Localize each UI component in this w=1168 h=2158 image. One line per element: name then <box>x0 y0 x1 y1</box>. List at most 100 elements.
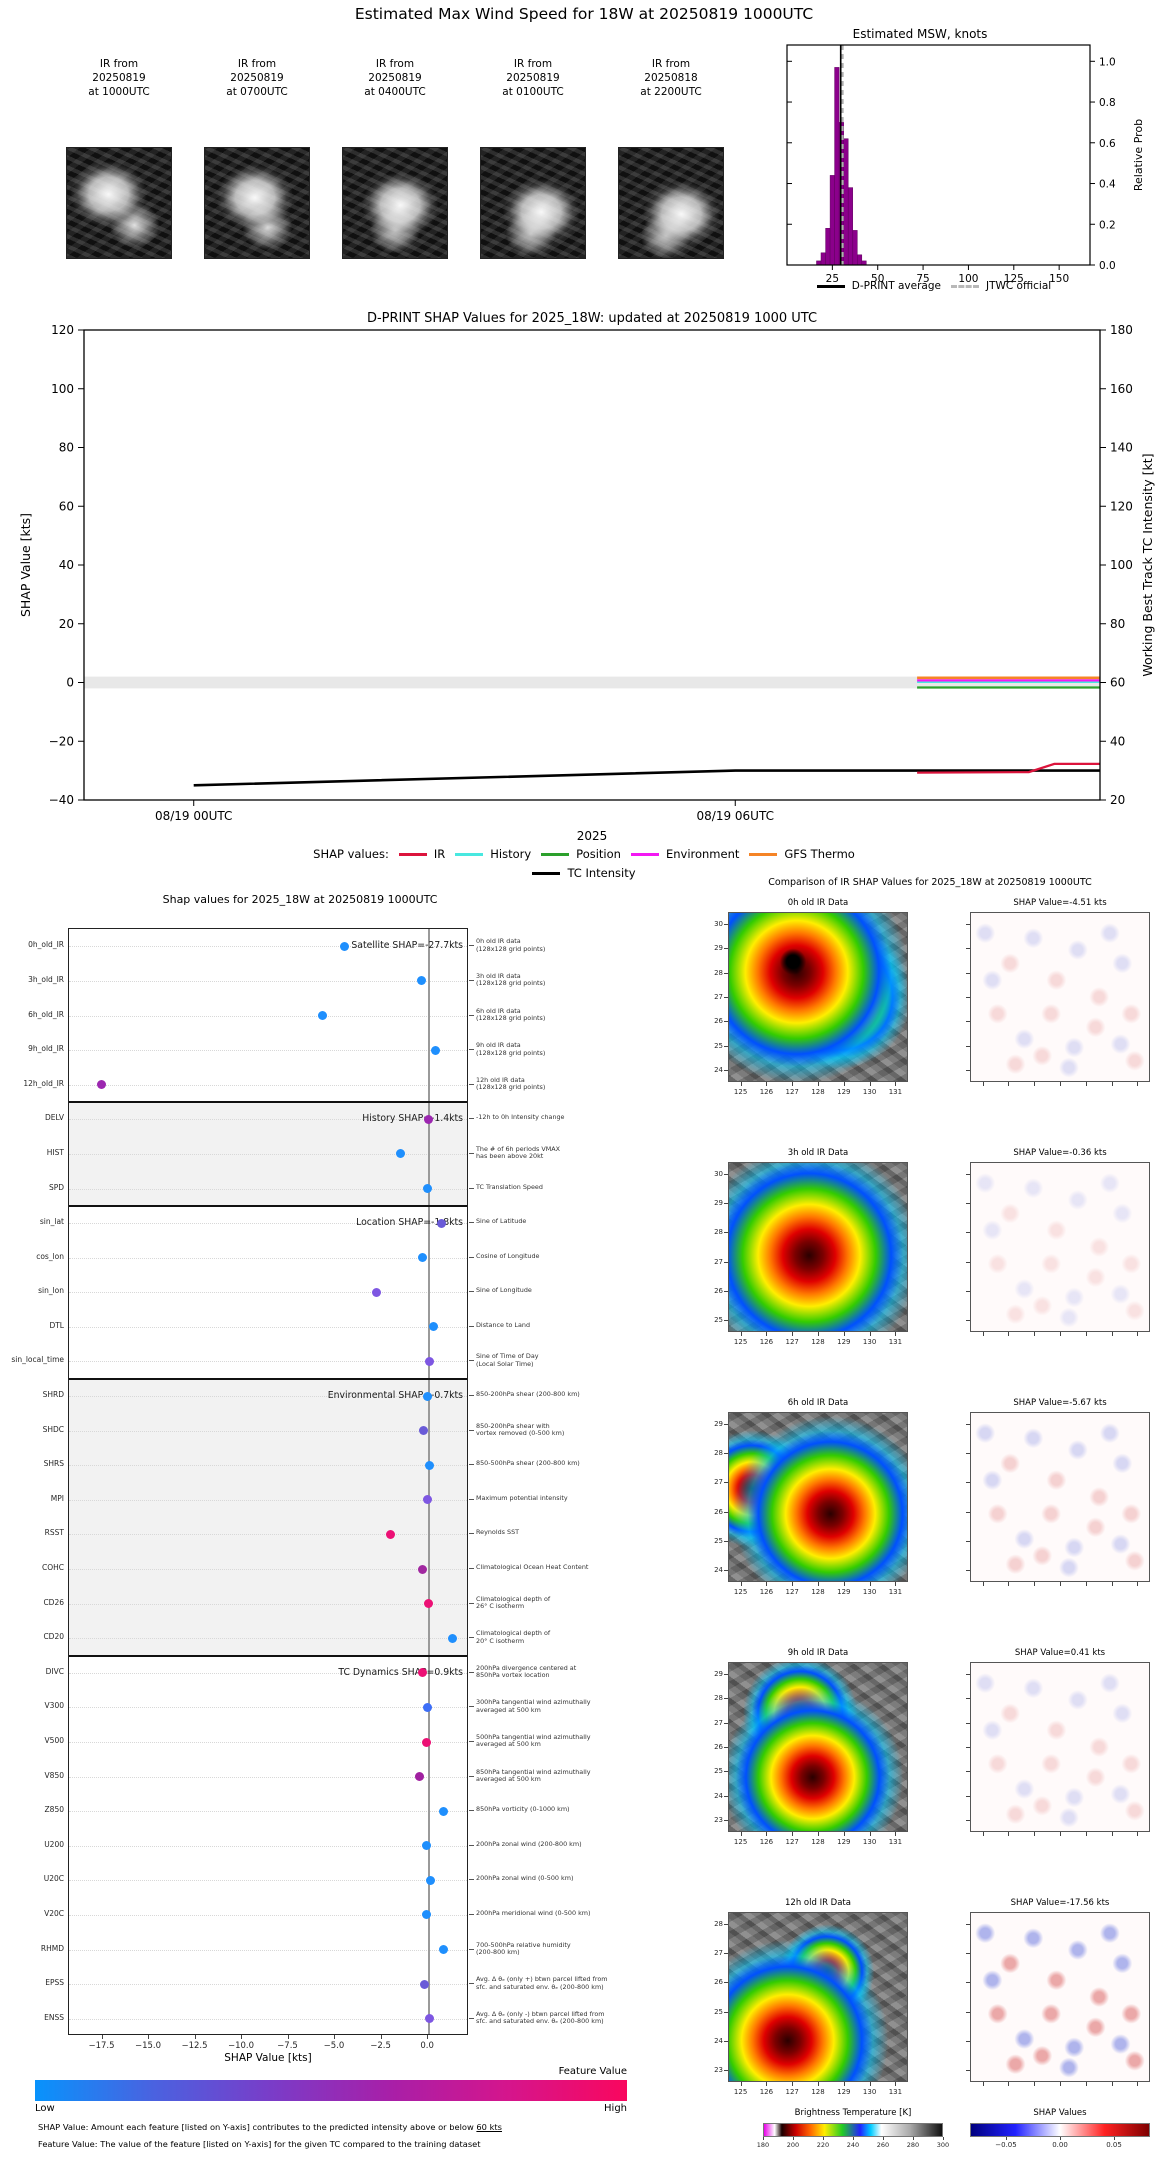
shap-xtick-mark <box>1111 1082 1113 1086</box>
annotation-tick <box>469 1568 474 1569</box>
shap-ytick-mark <box>966 1570 970 1572</box>
shap-dot <box>421 1841 431 1851</box>
map-xtick-mark <box>740 2082 742 2086</box>
ts-legend-item: GFS Thermo <box>749 847 855 861</box>
brightness-tick-label: 200 <box>786 2141 800 2149</box>
histogram-bar <box>843 138 849 266</box>
feature-label: CD26 <box>43 1597 64 1607</box>
feature-label: HIST <box>46 1147 64 1157</box>
annotation-tick <box>469 1152 474 1154</box>
map-ytick-label: 29 <box>714 1419 723 1428</box>
map-xtick-label: 130 <box>862 1588 877 1596</box>
map-ytick-mark <box>724 1540 728 1542</box>
map-ytick-mark <box>724 1203 728 1205</box>
annotation-tick <box>469 1464 474 1466</box>
ts-right-tick: 100 <box>1110 558 1133 572</box>
map-xtick-label: 130 <box>862 2088 877 2096</box>
shap-ytick-mark <box>966 1982 970 1984</box>
annotation-tick <box>469 1014 474 1016</box>
ts-left-tick: 120 <box>51 323 74 337</box>
dotplot-xtick-label: −7.5 <box>277 2041 298 2051</box>
map-xtick-mark <box>766 1582 768 1586</box>
map-xtick-label: 128 <box>811 1088 825 1096</box>
row-gridline <box>69 1153 467 1155</box>
brightness-colorbar-bar <box>763 2123 943 2137</box>
histogram-legend-item: D-PRINT average <box>816 280 941 292</box>
shap-dot <box>416 976 426 986</box>
histogram-xtick: 150 <box>1049 273 1069 285</box>
histogram-bar <box>834 67 840 266</box>
map-ytick-label: 29 <box>714 944 723 953</box>
shap-dot <box>418 1564 427 1574</box>
annotation-tick <box>469 1983 474 1985</box>
dotplot-xtick-mark <box>380 2035 382 2039</box>
shap-ytick-mark <box>966 1021 970 1023</box>
feature-description: Sine of Time of Day (Local Solar Time) <box>476 1352 539 1368</box>
feature-label: 0h_old_IR <box>28 940 64 950</box>
feature-label: U20C <box>43 1874 64 1884</box>
brightness-tick-mark <box>943 2137 944 2140</box>
row-gridline <box>69 1292 467 1294</box>
map-ytick-mark <box>724 1320 728 1322</box>
ir-thumbnail-label: IR from 20250818 at 2200UTC <box>640 58 702 98</box>
ir-thumbnail-label: IR from 20250819 at 1000UTC <box>88 58 150 98</box>
brightness-tick-label: 300 <box>936 2141 950 2149</box>
shap-dot <box>421 1910 431 1920</box>
zero-line <box>428 929 430 2034</box>
map-xtick-label: 126 <box>759 1838 774 1846</box>
tc-intensity-line-sample <box>532 871 561 875</box>
brightness-tick-mark <box>883 2137 884 2140</box>
section-separator <box>69 1101 467 1103</box>
shap-ytick-mark <box>966 1070 970 1072</box>
map-xtick-label: 127 <box>785 2088 799 2096</box>
row-gridline <box>69 1569 467 1570</box>
feature-description: 6h old IR data (128x128 grid points) <box>476 1006 546 1022</box>
comparison-title: Comparison of IR SHAP Values for 2025_18… <box>768 877 1092 888</box>
feature-label: SHDC <box>42 1424 64 1434</box>
feature-label: DTL <box>49 1320 64 1330</box>
shap-xtick-mark <box>1085 1082 1087 1086</box>
row-gridline <box>69 1361 467 1363</box>
brightness-tick-label: 220 <box>816 2141 830 2149</box>
row-gridline <box>69 1119 467 1121</box>
shap-ytick-mark <box>966 1453 970 1455</box>
map-xtick-mark <box>843 1582 845 1586</box>
feature-label: 6h_old_IR <box>28 1009 64 1019</box>
map-ytick-label: 28 <box>714 1449 723 1458</box>
map-xtick-label: 126 <box>759 1588 774 1596</box>
map-xtick-label: 129 <box>837 1838 851 1846</box>
histogram-legend-item: JTWC official <box>951 280 1051 292</box>
map-xtick-mark <box>792 1082 794 1086</box>
annotation-tick <box>469 1291 474 1293</box>
shap-dot <box>386 1529 396 1539</box>
map-ytick-label: 26 <box>714 1978 723 1987</box>
shap-xtick-mark <box>1111 2082 1113 2086</box>
map-ytick-mark <box>724 2040 728 2042</box>
map-ytick-mark <box>724 1698 728 1700</box>
shap-ytick-mark <box>966 1423 970 1425</box>
ts-legend-line-sample <box>398 852 427 856</box>
ir-thumbnail-image <box>618 147 724 259</box>
ts-left-tick: 80 <box>59 441 74 455</box>
map-ytick-label: 25 <box>714 1316 723 1325</box>
feature-description: Sine of Latitude <box>476 1217 527 1225</box>
shap-dot <box>318 1011 328 1020</box>
shap-xtick-mark <box>1111 1582 1113 1586</box>
shap-ytick-mark <box>966 1698 970 1700</box>
histogram-legend-label: JTWC official <box>986 280 1052 292</box>
timeseries-title: D-PRINT SHAP Values for 2025_18W: update… <box>366 311 818 326</box>
ir-thumbnail-label: IR from 20250819 at 0100UTC <box>502 58 564 98</box>
ir-thumbnail-image <box>342 147 448 259</box>
shap-footnote: SHAP Value: Amount each feature [listed … <box>38 2122 502 2132</box>
row-gridline <box>69 1465 467 1467</box>
ts-legend-line-sample <box>630 852 659 856</box>
feature-description: 700-500hPa relative humidity (200-800 km… <box>476 1940 571 1956</box>
dotplot-xtick-mark <box>194 2035 196 2039</box>
annotation-tick <box>469 1222 474 1223</box>
annotation-tick <box>469 1706 474 1708</box>
ts-line-tc-intensity <box>193 769 1100 787</box>
shap-ytick-mark <box>966 1173 970 1175</box>
brightness-tick-label: 280 <box>906 2141 920 2149</box>
map-xtick-label: 125 <box>733 1588 748 1596</box>
histogram-ytick: 0.2 <box>1099 219 1116 231</box>
